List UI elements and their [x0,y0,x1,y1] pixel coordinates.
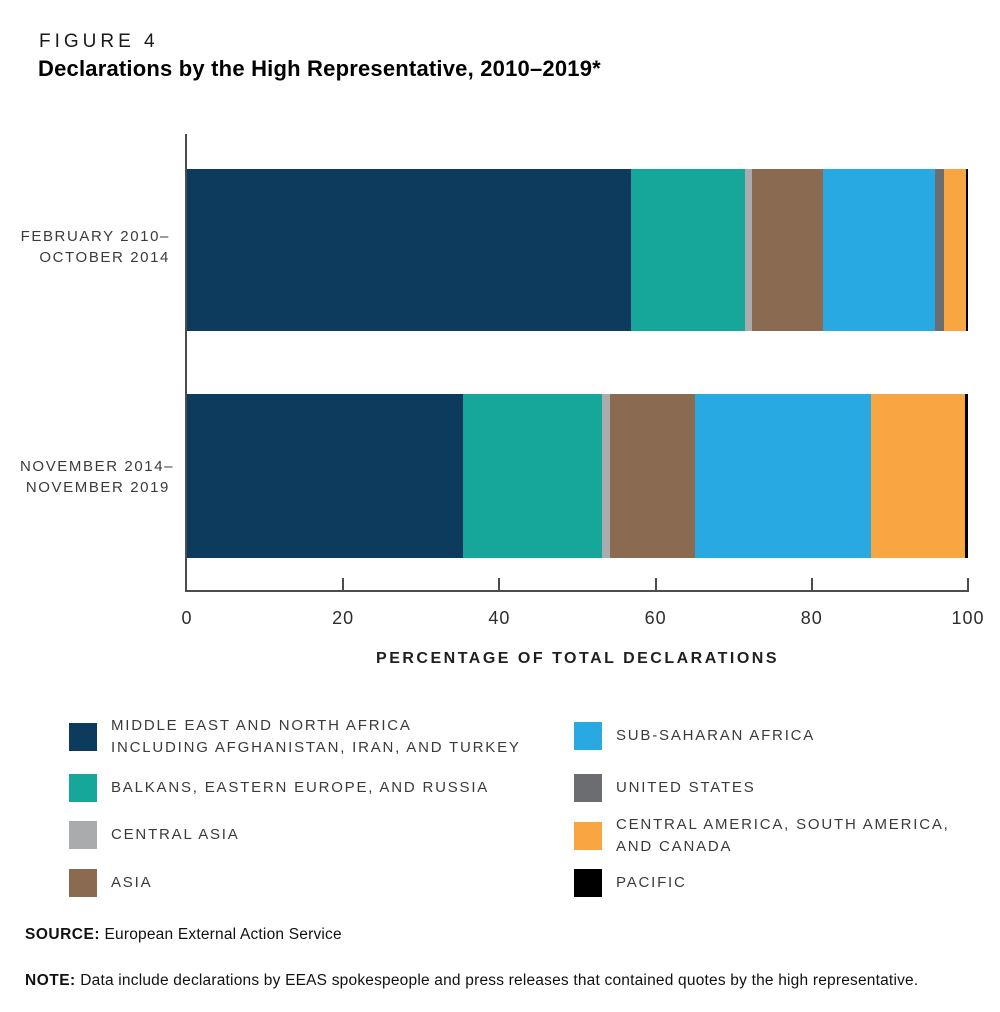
legend-label: BALKANS, EASTERN EUROPE, AND RUSSIA [111,779,490,796]
bar-segment [964,394,968,558]
tick-label: 20 [332,608,355,628]
tick-label: 0 [181,608,193,628]
source-text: European External Action Service [104,926,342,943]
legend-item: UNITED STATES [574,774,756,802]
legend-label: CENTRAL ASIA [111,826,240,843]
legend-swatch [574,822,602,850]
legend-item: MIDDLE EAST AND NORTH AFRICA INCLUDING AF… [69,715,521,759]
tick-label: 80 [800,608,823,628]
legend-label: CENTRAL AMERICA, SOUTH AMERICA, AND CANAD… [616,816,950,855]
bar-segment [609,394,695,558]
tick-mark [342,578,345,590]
bar-segment [630,169,745,331]
legend-swatch [574,774,602,802]
note-label: NOTE: [25,972,76,989]
bar-segment [943,169,966,331]
bar-segment [187,394,464,558]
legend-item: CENTRAL AMERICA, SOUTH AMERICA, AND CANAD… [574,814,950,858]
legend-swatch [69,869,97,897]
x-axis-line [185,590,969,592]
legend-swatch [574,722,602,750]
figure-label: FIGURE 4 [39,31,159,52]
source-label: SOURCE: [25,926,100,943]
bar-segment [744,169,753,331]
bar-label: FEBRUARY 2010– OCTOBER 2014 [20,228,170,266]
x-axis-title: PERCENTAGE OF TOTAL DECLARATIONS [376,650,779,667]
tick-label: 100 [951,608,985,628]
tick-mark [654,578,657,590]
bar-segment [871,394,965,558]
note-text: Data include declarations by EEAS spokes… [80,972,919,989]
plot-area [187,134,968,590]
legend-item: BALKANS, EASTERN EUROPE, AND RUSSIA [69,774,489,802]
chart-title: Declarations by the High Representative,… [38,56,601,81]
bar-segment [694,394,872,558]
legend-label: UNITED STATES [616,779,756,796]
bar-segment [822,169,936,331]
note-line: NOTE: Data include declarations by EEAS … [25,972,918,990]
legend-swatch [574,869,602,897]
bar-label: NOVEMBER 2014– NOVEMBER 2019 [20,458,175,496]
legend-swatch [69,723,97,751]
bar-segment [601,394,610,558]
legend-swatch [69,774,97,802]
tick-mark [810,578,813,590]
tick-label: 40 [488,608,511,628]
legend-label: MIDDLE EAST AND NORTH AFRICA INCLUDING AF… [111,717,521,756]
legend-item: CENTRAL ASIA [69,821,240,849]
legend-swatch [69,821,97,849]
tick-mark [498,578,501,590]
y-axis-line [185,134,187,592]
legend-label: SUB-SAHARAN AFRICA [616,727,816,744]
legend-label: ASIA [111,874,153,891]
bar-segment [463,394,602,558]
bar-segment [752,169,823,331]
legend-item: ASIA [69,869,152,897]
bar-row [187,169,968,331]
tick-mark [967,578,969,590]
legend-item: PACIFIC [574,869,687,897]
bar-segment [965,169,968,331]
bar-row [187,394,968,558]
legend-label: PACIFIC [616,874,687,891]
legend-item: SUB-SAHARAN AFRICA [574,722,815,750]
bar-segment [187,169,631,331]
tick-label: 60 [644,608,667,628]
bar-segment [935,169,944,331]
source-line: SOURCE: European External Action Service [25,926,342,944]
